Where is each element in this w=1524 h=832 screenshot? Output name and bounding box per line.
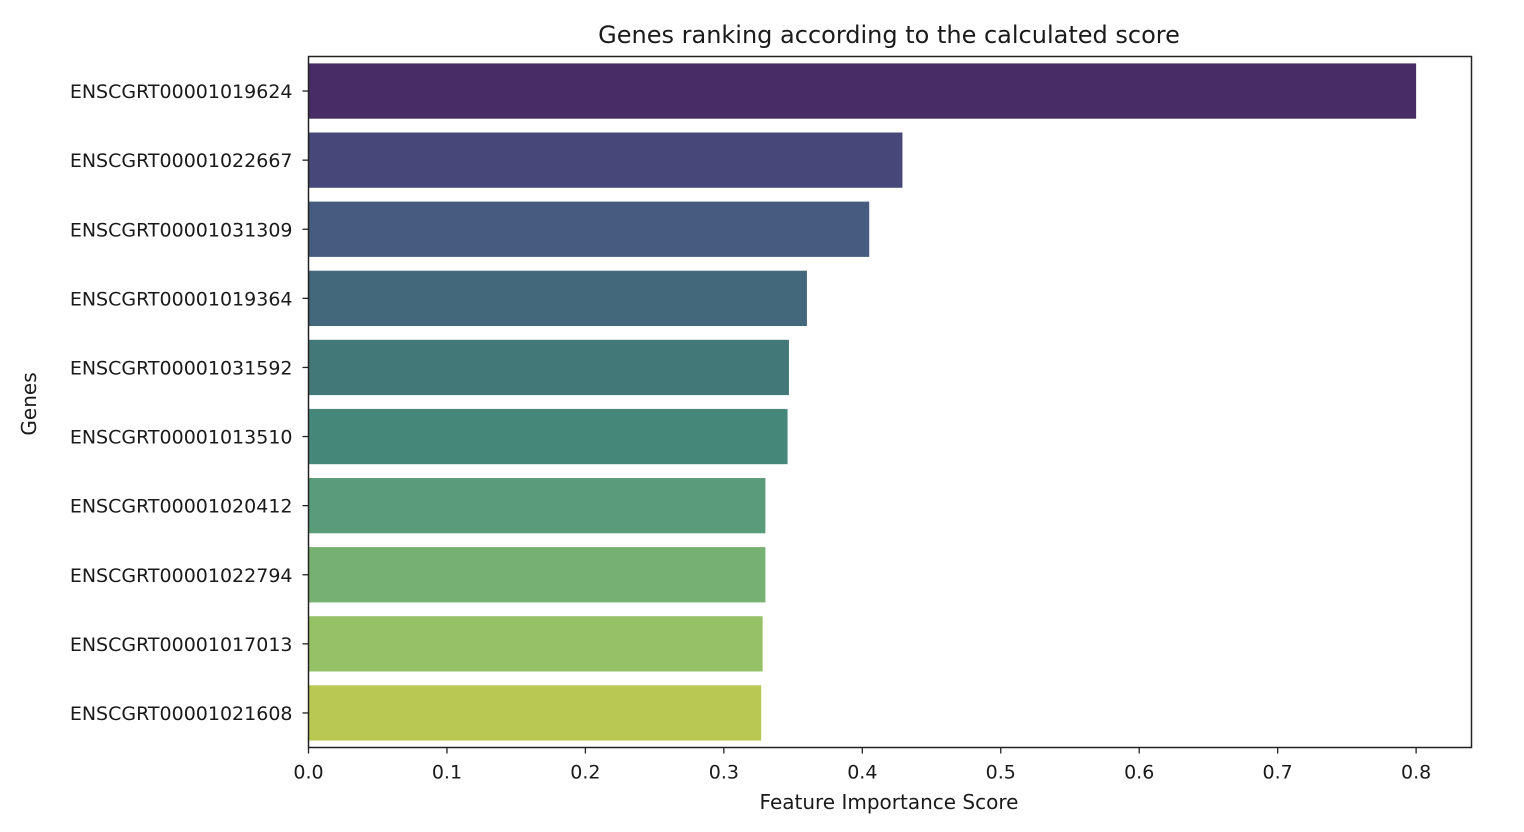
bar-ENSCGRT00001022794: [308, 547, 766, 603]
bar-ENSCGRT00001021608: [308, 685, 762, 741]
y-tick-label: ENSCGRT00001031309: [70, 219, 293, 241]
bar-ENSCGRT00001019624: [308, 63, 1417, 119]
y-tick-label: ENSCGRT00001021608: [70, 703, 293, 725]
x-tick-label: 0.3: [709, 762, 739, 784]
y-tick-label: ENSCGRT00001017013: [70, 634, 293, 656]
x-tick-label: 0.6: [1124, 762, 1154, 784]
x-axis: 0.0 0.1 0.2 0.3 0.4 0.5 0.6 0.7 0.8: [293, 747, 1431, 784]
y-axis: ENSCGRT00001019624 ENSCGRT00001022667 ENSC…: [70, 81, 309, 725]
y-tick-label: ENSCGRT00001019364: [70, 288, 293, 310]
x-tick-label: 0.2: [570, 762, 600, 784]
x-tick-label: 0.7: [1263, 762, 1293, 784]
bar-ENSCGRT00001019364: [308, 270, 807, 326]
plot-frame: [307, 55, 1473, 749]
bar-ENSCGRT00001013510: [308, 408, 788, 465]
x-tick-label: 0.4: [847, 762, 877, 784]
bars-group: [308, 63, 1417, 741]
x-axis-label: Feature Importance Score: [760, 790, 1019, 814]
bar-ENSCGRT00001022667: [308, 132, 903, 188]
y-tick-label: ENSCGRT00001022794: [70, 565, 293, 587]
x-tick-label: 0.0: [293, 762, 323, 784]
x-tick-label: 0.1: [432, 762, 462, 784]
y-tick-label: ENSCGRT00001031592: [70, 357, 293, 379]
bar-ENSCGRT00001017013: [308, 616, 763, 672]
bar-ENSCGRT00001020412: [308, 478, 766, 534]
y-axis-label: Genes: [17, 372, 41, 435]
y-tick-label: ENSCGRT00001013510: [70, 427, 293, 449]
bar-ENSCGRT00001031592: [308, 339, 789, 396]
y-tick-label: ENSCGRT00001020412: [70, 496, 293, 518]
x-tick-label: 0.5: [986, 762, 1016, 784]
chart-title: Genes ranking according to the calculate…: [598, 21, 1180, 49]
bar-ENSCGRT00001031309: [308, 201, 870, 257]
y-tick-label: ENSCGRT00001022667: [70, 150, 293, 172]
x-tick-label: 0.8: [1401, 762, 1431, 784]
y-tick-label: ENSCGRT00001019624: [70, 81, 293, 103]
